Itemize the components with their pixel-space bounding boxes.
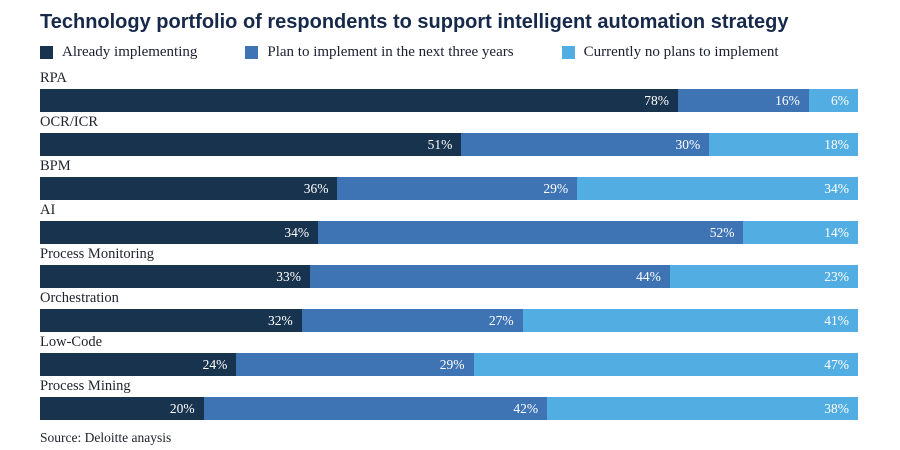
bar-segment: 32% bbox=[40, 309, 302, 332]
segment-value-label: 36% bbox=[303, 180, 329, 196]
category-label: BPM bbox=[40, 158, 71, 174]
legend-item: Plan to implement in the next three year… bbox=[245, 43, 514, 61]
chart-row: AI 34% 52% 14% bbox=[40, 203, 858, 244]
chart-row: RPA 78% 16% 6% bbox=[40, 71, 858, 112]
segment-value-label: 41% bbox=[824, 312, 849, 328]
segment-value-label: 6% bbox=[831, 92, 849, 108]
segment-value-label: 32% bbox=[268, 312, 293, 328]
bar-segment: 52% bbox=[318, 221, 744, 244]
bar-segment: 42% bbox=[203, 397, 548, 420]
chart-rows: RPA 78% 16% 6% OCR/ICR 51% 30% 18% BPM 36% 29% 34% A… bbox=[40, 71, 858, 420]
legend-swatch-icon bbox=[40, 45, 53, 59]
bar-segment: 24% bbox=[40, 353, 237, 376]
bar-segment: 36% bbox=[40, 177, 338, 200]
bar-segment: 30% bbox=[461, 133, 710, 156]
bar-segment: 6% bbox=[808, 89, 858, 112]
segment-value-label: 29% bbox=[439, 356, 465, 372]
source-note: Source: Deloitte anaysis bbox=[40, 430, 172, 445]
segment-value-label: 29% bbox=[543, 180, 569, 196]
bar-segment: 29% bbox=[337, 177, 578, 200]
stacked-bar: 78% 16% 6% bbox=[40, 89, 858, 112]
segment-value-label: 34% bbox=[824, 180, 849, 196]
chart-legend: Already implementing Plan to implement in… bbox=[40, 44, 858, 60]
segment-value-label: 78% bbox=[644, 92, 670, 108]
legend-swatch-icon bbox=[245, 45, 259, 59]
segment-value-label: 44% bbox=[636, 268, 661, 284]
legend-label: Already implementing bbox=[62, 43, 198, 60]
legend-label: Plan to implement in the next three year… bbox=[267, 43, 514, 60]
legend-swatch-icon bbox=[561, 45, 575, 59]
category-label: Orchestration bbox=[40, 290, 119, 306]
legend-item: Currently no plans to implement bbox=[561, 43, 779, 61]
bar-segment: 34% bbox=[40, 221, 319, 244]
stacked-bar: 32% 27% 41% bbox=[40, 309, 858, 332]
bar-segment: 29% bbox=[236, 353, 474, 376]
chart-row: BPM 36% 29% 34% bbox=[40, 159, 858, 200]
segment-value-label: 20% bbox=[169, 400, 195, 416]
stacked-bar: 34% 52% 14% bbox=[40, 221, 858, 244]
bar-segment: 33% bbox=[40, 265, 310, 288]
bar-segment: 34% bbox=[577, 177, 858, 200]
segment-value-label: 42% bbox=[513, 400, 539, 416]
category-label: Process Monitoring bbox=[40, 246, 154, 262]
bar-segment: 20% bbox=[40, 397, 204, 420]
chart-title: Technology portfolio of respondents to s… bbox=[40, 11, 789, 33]
bar-segment: 51% bbox=[40, 133, 462, 156]
segment-value-label: 14% bbox=[824, 224, 849, 240]
segment-value-label: 16% bbox=[775, 92, 800, 108]
bar-segment: 16% bbox=[678, 89, 809, 112]
bar-segment: 18% bbox=[709, 133, 858, 156]
stacked-bar: 51% 30% 18% bbox=[40, 133, 858, 156]
chart-row: Process Mining 20% 42% 38% bbox=[40, 379, 858, 420]
segment-value-label: 18% bbox=[824, 136, 849, 152]
stacked-bar: 20% 42% 38% bbox=[40, 397, 858, 420]
segment-value-label: 24% bbox=[202, 356, 228, 372]
segment-value-label: 38% bbox=[824, 400, 849, 416]
stacked-bar: 24% 29% 47% bbox=[40, 353, 858, 376]
chart-row: OCR/ICR 51% 30% 18% bbox=[40, 115, 858, 156]
segment-value-label: 23% bbox=[824, 268, 849, 284]
segment-value-label: 33% bbox=[276, 268, 301, 284]
segment-value-label: 34% bbox=[284, 224, 310, 240]
bar-segment: 41% bbox=[522, 309, 858, 332]
category-label: AI bbox=[40, 202, 56, 218]
bar-segment: 38% bbox=[547, 397, 858, 420]
stacked-bar: 33% 44% 23% bbox=[40, 265, 858, 288]
bar-segment: 27% bbox=[301, 309, 523, 332]
category-label: Low-Code bbox=[40, 334, 103, 350]
bar-segment: 78% bbox=[40, 89, 679, 112]
chart-row: Orchestration 32% 27% 41% bbox=[40, 291, 858, 332]
bar-segment: 47% bbox=[473, 353, 858, 376]
chart-row: Low-Code 24% 29% 47% bbox=[40, 335, 858, 376]
category-label: RPA bbox=[40, 70, 67, 86]
segment-value-label: 52% bbox=[709, 224, 735, 240]
category-label: Process Mining bbox=[40, 378, 131, 394]
segment-value-label: 47% bbox=[824, 356, 849, 372]
bar-segment: 14% bbox=[743, 221, 858, 244]
legend-item: Already implementing bbox=[40, 44, 197, 61]
stacked-bar: 36% 29% 34% bbox=[40, 177, 858, 200]
segment-value-label: 27% bbox=[488, 312, 514, 328]
segment-value-label: 51% bbox=[427, 136, 453, 152]
legend-label: Currently no plans to implement bbox=[583, 43, 779, 60]
bar-segment: 44% bbox=[309, 265, 670, 288]
chart-row: Process Monitoring 33% 44% 23% bbox=[40, 247, 858, 288]
category-label: OCR/ICR bbox=[40, 114, 99, 130]
segment-value-label: 30% bbox=[675, 136, 701, 152]
bar-segment: 23% bbox=[669, 265, 858, 288]
